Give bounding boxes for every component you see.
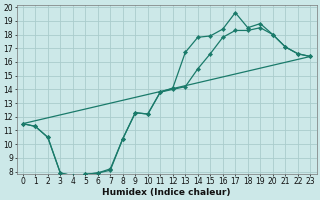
X-axis label: Humidex (Indice chaleur): Humidex (Indice chaleur) [102,188,231,197]
